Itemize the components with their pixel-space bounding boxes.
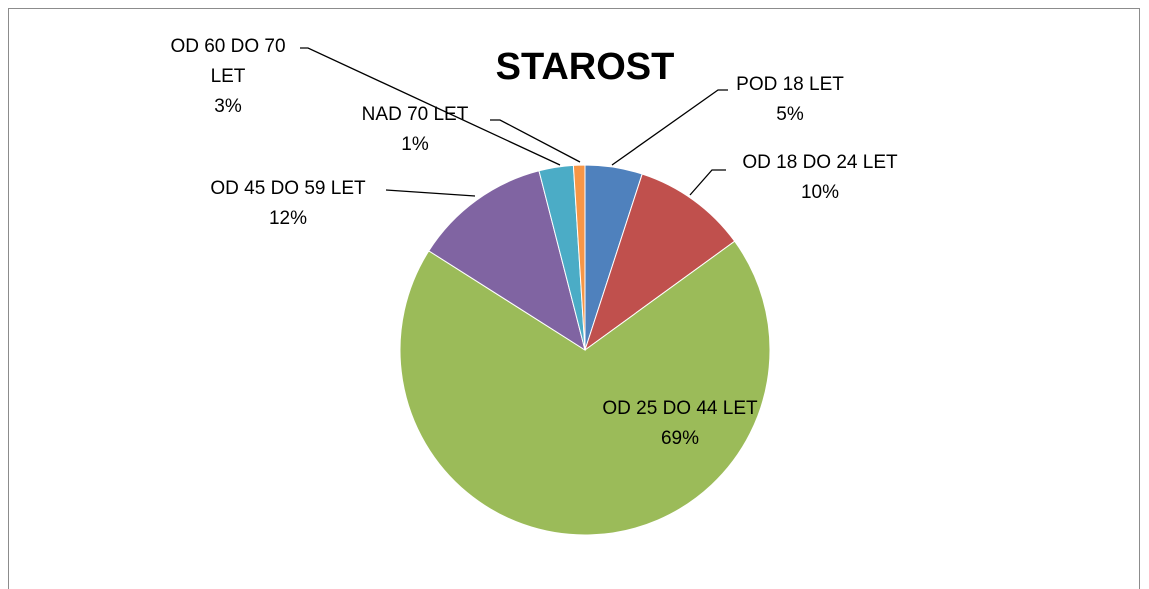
slice-value-label: 12% [268, 208, 308, 229]
chart-frame [8, 8, 1140, 589]
slice-value-label: 5% [776, 104, 804, 125]
leader-line [385, 189, 476, 197]
slice-value-label: 3% [214, 96, 242, 117]
pie-slice [399, 240, 771, 536]
chart-title: STAROST [495, 46, 675, 88]
slice-value-label: 1% [401, 134, 429, 155]
pie-slice [572, 164, 586, 351]
slice-value-label: 10% [800, 182, 840, 203]
slice-label: NAD 70 LET [361, 104, 469, 125]
leader-line [689, 169, 726, 196]
slice-label: OD 60 DO 70 LET [170, 36, 286, 87]
leader-line [490, 119, 581, 163]
slice-label: POD 18 LET [736, 74, 844, 95]
pie-slice [584, 173, 736, 352]
leader-line [300, 47, 561, 166]
slice-label: OD 45 DO 59 LET [210, 178, 366, 199]
leader-line [611, 89, 728, 166]
slice-value-label: 69% [660, 428, 700, 449]
pie-slice [428, 170, 586, 352]
slice-label: OD 18 DO 24 LET [742, 152, 898, 173]
slice-label: OD 25 DO 44 LET [602, 398, 758, 419]
